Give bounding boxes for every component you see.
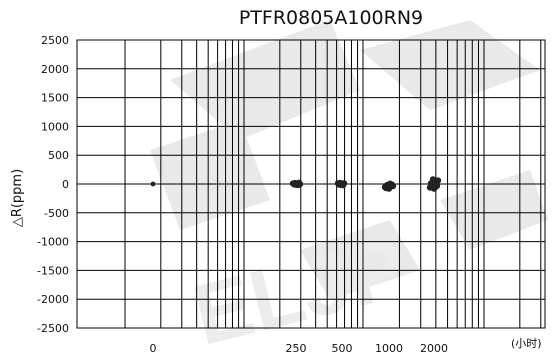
x-tick-label: 1000 xyxy=(375,342,403,355)
y-tick-label: 1000 xyxy=(41,120,69,133)
y-tick-label: 0 xyxy=(62,178,69,191)
data-point xyxy=(150,181,156,187)
y-tick-label: -2500 xyxy=(37,322,69,335)
data-points xyxy=(150,176,442,192)
y-tick-label: -2000 xyxy=(37,293,69,306)
y-tick-label: -1000 xyxy=(37,236,69,249)
x-tick-label: 2000 xyxy=(420,342,448,355)
data-point xyxy=(340,180,348,187)
x-axis-label: (小时) xyxy=(511,337,542,350)
y-axis-label: △R(ppm) xyxy=(10,169,25,227)
y-tick-label: 1500 xyxy=(41,92,69,105)
y-tick-label: 2500 xyxy=(41,34,69,47)
data-point xyxy=(431,178,439,185)
y-tick-label: 500 xyxy=(48,149,69,162)
x-tick-label: 0 xyxy=(150,342,157,355)
y-tick-labels: 2500 2000 1500 1000 500 0 -500 -1000 -1500 -2000 -… xyxy=(37,34,69,335)
y-tick-label: -1500 xyxy=(37,264,69,277)
chart-title: PTFR0805A100RN9 xyxy=(239,7,423,29)
data-point xyxy=(386,180,394,187)
watermark: ELJP xyxy=(150,20,548,356)
data-point xyxy=(432,183,440,190)
x-tick-label: 500 xyxy=(332,342,353,355)
y-tick-label: -500 xyxy=(44,207,69,220)
x-tick-label: 250 xyxy=(286,342,307,355)
y-tick-label: 2000 xyxy=(41,63,69,76)
x-tick-labels: 0 250 500 1000 2000 xyxy=(150,342,449,355)
data-point xyxy=(296,180,304,188)
data-point xyxy=(385,185,393,192)
